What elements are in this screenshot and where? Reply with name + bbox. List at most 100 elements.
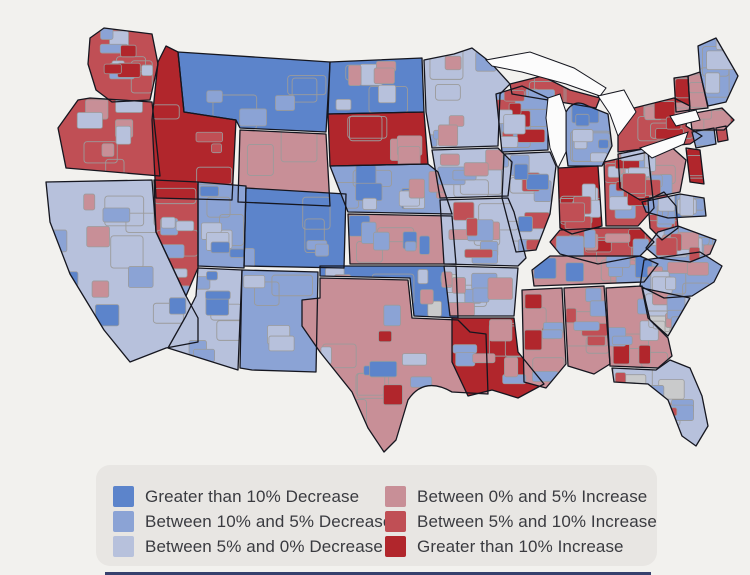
region-patch-inc_0_5 [504,357,519,378]
region-patch-inc_gt10 [524,329,543,351]
region-patch-dec_gt10 [533,257,557,279]
region-patch-dec_5_10 [102,207,131,223]
region-patch-inc_5_10 [661,407,678,417]
region-patch-inc_5_10 [452,201,475,221]
state-border-ga [605,285,673,369]
state-border-or [57,97,161,177]
region-patch-dec_5_10 [383,304,401,327]
region-patch-inc_0_5 [463,162,489,177]
region-patch-inc_0_5 [437,124,459,147]
state-border-va [645,225,717,263]
legend-label: Between 5% and 0% Decrease [145,537,383,556]
region-patch-dec_0_5 [417,269,429,285]
region-patch-dec_gt10 [513,163,529,180]
legend-swatch-dec-0-5 [113,536,134,557]
state-border-oh [603,151,655,227]
region-patch-dec_0_5 [715,38,733,50]
region-patch-inc_gt10 [638,344,651,365]
region-patch-dec_0_5 [160,216,176,229]
legend-column-increase: Between 0% and 5% Increase Between 5% an… [385,486,657,557]
region-patch-dec_gt10 [369,360,398,378]
region-patch-inc_0_5 [439,153,460,166]
legend-label: Greater than 10% Increase [417,537,624,556]
region-patch-dec_0_5 [268,335,295,352]
region-patch-dec_5_10 [452,344,478,354]
state-border-mdde [641,193,707,219]
legend-label: Between 5% and 10% Increase [417,512,657,531]
us-map [45,27,739,453]
legend-swatch-inc-0-5 [385,486,406,507]
legend-label: Between 10% and 5% Decrease [145,512,393,531]
region-patch-dec_gt10 [50,271,79,287]
region-patch-inc_0_5 [419,289,434,305]
state-border-nm [239,269,319,373]
region-patch-dec_5_10 [665,404,694,421]
legend-swatch-inc-gt10 [385,536,406,557]
region-patch-dec_gt10 [199,185,220,197]
great-lake [597,89,637,138]
legend-label: Between 0% and 5% Increase [417,487,648,506]
region-patch-dec_5_10 [275,95,296,111]
region-patch-inc_0_5 [348,64,362,86]
region-patch-inc_0_5 [485,149,504,171]
region-patch-dec_5_10 [206,90,223,103]
state-region-nj [686,148,704,184]
region-patch-dec_gt10 [206,271,218,281]
region-patch-dec_0_5 [362,197,377,210]
legend-panel: Greater than 10% Decrease Between 10% an… [96,465,657,566]
region-patch-dec_5_10 [373,231,390,251]
state-border-ri [715,125,729,143]
choropleth-map-figure [45,27,739,453]
region-patch-inc_gt10 [103,63,122,75]
region-patch-inc_0_5 [101,143,115,157]
region-patch-dec_0_5 [503,114,526,135]
state-border-nh [687,71,709,111]
state-border-mo [439,197,527,267]
state-region-nv [154,180,198,296]
state-region-or [58,98,160,176]
legend-swatch-inc-5-10 [385,511,406,532]
state-border-in [557,165,603,235]
state-border-me [697,37,739,107]
region-patch-dec_5_10 [244,247,255,268]
state-border-ny [617,97,703,153]
state-region-wy [238,130,330,206]
region-patch-dec_5_10 [127,266,154,288]
state-border-ms [521,287,567,389]
state-border-il [501,151,557,253]
region-patch-inc_5_10 [464,248,493,259]
region-patch-dec_5_10 [426,404,442,423]
region-patch-no_data [612,424,640,440]
region-patch-inc_5_10 [613,410,630,421]
region-patch-dec_0_5 [115,125,132,145]
region-patch-inc_5_10 [565,307,577,324]
region-patch-inc_0_5 [373,67,395,85]
state-region-mt [178,52,330,132]
region-patch-inc_gt10 [524,293,543,310]
region-patch-dec_gt10 [598,139,609,149]
region-patch-dec_0_5 [665,276,677,291]
legend-swatch-dec-gt10 [113,486,134,507]
state-border-ne [329,163,453,215]
legend-column-decrease: Greater than 10% Decrease Between 10% an… [113,486,392,557]
state-region-up [510,76,600,108]
region-patch-dec_5_10 [314,243,330,257]
region-patch-dec_0_5 [335,98,352,111]
state-border-nv [153,179,199,297]
region-patch-inc_5_10 [622,173,647,194]
region-patch-dec_gt10 [526,173,549,190]
region-patch-dec_5_10 [100,28,114,40]
region-patch-dec_5_10 [583,229,596,249]
region-patch-inc_0_5 [444,55,462,71]
state-region-id [152,46,236,200]
state-border-ut [197,181,247,269]
region-patch-dec_gt10 [575,113,590,127]
legend-swatch-dec-5-10 [113,511,134,532]
region-patch-inc_0_5 [91,280,110,298]
state-border-mn [423,47,511,149]
state-border-ar [443,265,519,317]
region-patch-inc_0_5 [489,319,513,342]
region-patch-dec_gt10 [355,164,377,186]
region-patch-inc_0_5 [650,409,669,426]
state-border-ma [689,107,735,131]
